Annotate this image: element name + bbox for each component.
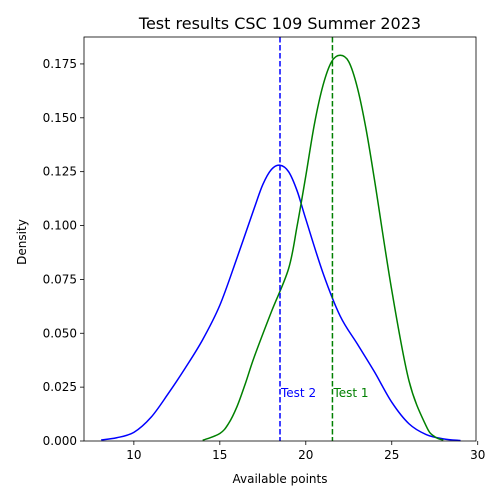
y-tick-label: 0.125 xyxy=(43,165,77,179)
vline-label-2: Test 1 xyxy=(332,386,368,400)
y-tick-label: 0.100 xyxy=(43,219,77,233)
axes-frame xyxy=(83,36,477,442)
y-axis-label: Density xyxy=(15,219,29,265)
y-tick-label: 0.025 xyxy=(43,380,77,394)
density-curve-2 xyxy=(202,54,444,442)
x-tick-label: 30 xyxy=(470,448,485,462)
x-tick-label: 10 xyxy=(126,448,141,462)
y-tick-label: 0.000 xyxy=(43,434,77,448)
vline-label-1: Test 2 xyxy=(280,386,316,400)
y-tick-label: 0.150 xyxy=(43,111,77,125)
y-tick-label: 0.075 xyxy=(43,272,77,286)
y-tick-label: 0.050 xyxy=(43,326,77,340)
y-tick-label: 0.175 xyxy=(43,57,77,71)
x-tick-label: 25 xyxy=(384,448,399,462)
plot-area: 10 15 20 25 30 0.000 0.025 0.050 0.075 0.100 0.125… xyxy=(43,36,485,462)
x-tick-label: 15 xyxy=(212,448,227,462)
chart-title: Test results CSC 109 Summer 2023 xyxy=(138,14,421,33)
x-axis-label: Available points xyxy=(233,472,328,486)
x-tick-label: 20 xyxy=(298,448,313,462)
